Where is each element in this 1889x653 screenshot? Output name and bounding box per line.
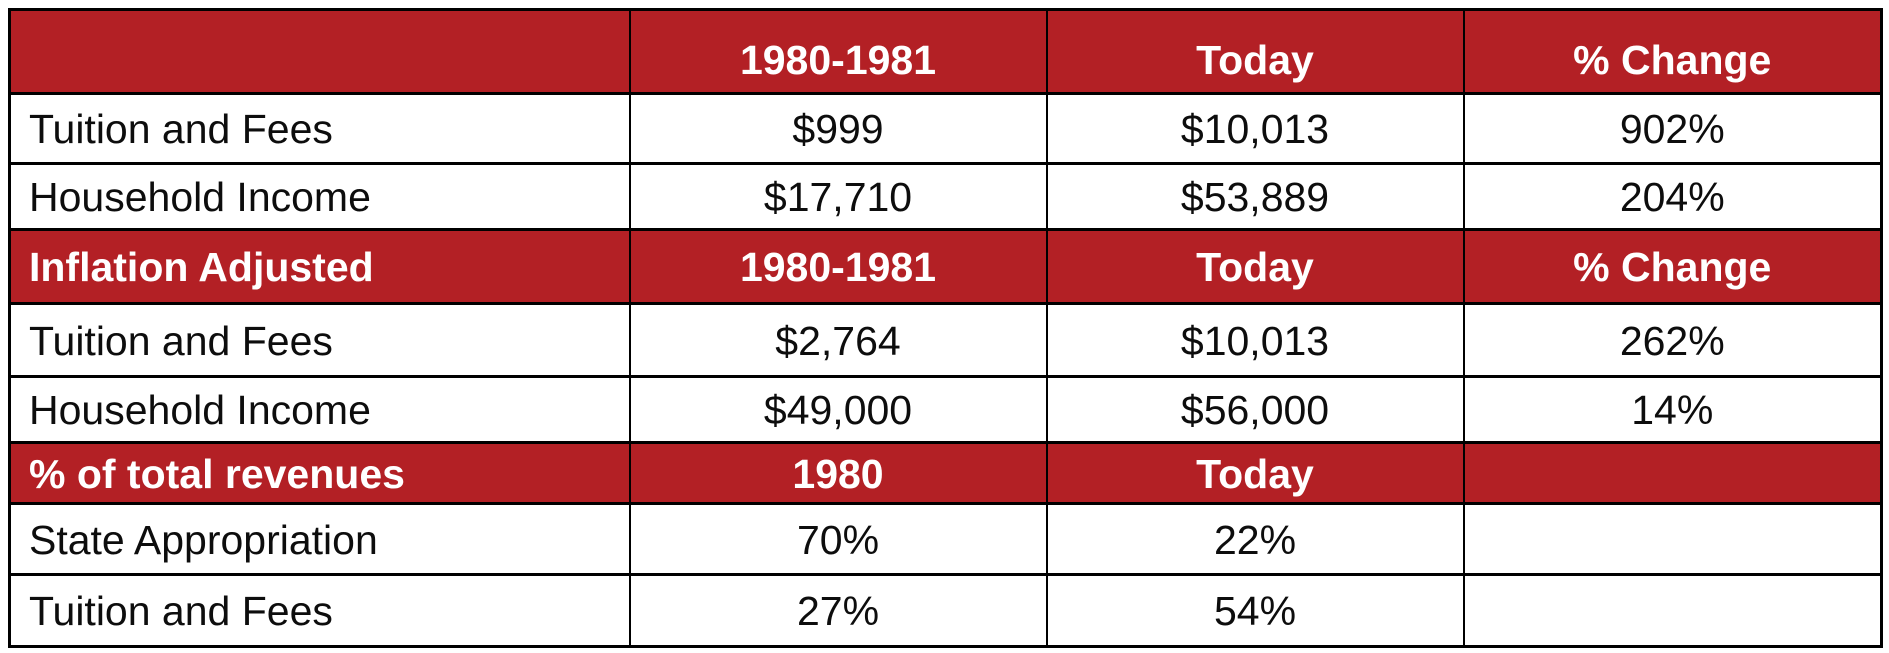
table-row: Tuition and Fees 27% 54%: [8, 573, 1883, 648]
table-row: Household Income $49,000 $56,000 14%: [8, 375, 1883, 444]
value-cell: 204%: [1462, 162, 1883, 231]
value-cell: $53,889: [1045, 162, 1465, 231]
comparison-table: 1980-1981 Today % Change Tuition and Fee…: [8, 8, 1883, 648]
tuition-income-table: 1980-1981 Today % Change Tuition and Fee…: [8, 8, 1883, 648]
table-row: 1980-1981 Today % Change: [8, 8, 1883, 95]
table-row: Tuition and Fees $999 $10,013 902%: [8, 92, 1883, 165]
value-cell: $999: [628, 92, 1048, 165]
value-cell: [1462, 573, 1883, 648]
column-header-cell: Today: [1045, 8, 1465, 95]
row-label-cell: Tuition and Fees: [8, 92, 631, 165]
value-cell: $49,000: [628, 375, 1048, 444]
column-header-cell: % Change: [1462, 8, 1883, 95]
table-row: % of total revenues 1980 Today: [8, 441, 1883, 505]
column-header-cell: 1980: [628, 441, 1048, 505]
value-cell: [1462, 502, 1883, 576]
value-cell: 262%: [1462, 302, 1883, 378]
table-row: Inflation Adjusted 1980-1981 Today % Cha…: [8, 228, 1883, 305]
column-header-cell: Today: [1045, 228, 1465, 305]
value-cell: 27%: [628, 573, 1048, 648]
value-cell: 14%: [1462, 375, 1883, 444]
column-header-cell: 1980-1981: [628, 228, 1048, 305]
value-cell: $17,710: [628, 162, 1048, 231]
row-label-cell: Household Income: [8, 375, 631, 444]
row-label-cell: Tuition and Fees: [8, 573, 631, 648]
value-cell: 54%: [1045, 573, 1465, 648]
table-row: Household Income $17,710 $53,889 204%: [8, 162, 1883, 231]
value-cell: 22%: [1045, 502, 1465, 576]
section-header-cell: % of total revenues: [8, 441, 631, 505]
column-header-cell: [1462, 441, 1883, 505]
row-label-cell: Tuition and Fees: [8, 302, 631, 378]
value-cell: $10,013: [1045, 302, 1465, 378]
section-header-cell: Inflation Adjusted: [8, 228, 631, 305]
row-label-cell: Household Income: [8, 162, 631, 231]
table-row: State Appropriation 70% 22%: [8, 502, 1883, 576]
value-cell: 902%: [1462, 92, 1883, 165]
column-header-cell: Today: [1045, 441, 1465, 505]
value-cell: 70%: [628, 502, 1048, 576]
value-cell: $10,013: [1045, 92, 1465, 165]
value-cell: $2,764: [628, 302, 1048, 378]
column-header-cell: 1980-1981: [628, 8, 1048, 95]
corner-header-cell: [8, 8, 631, 95]
table-row: Tuition and Fees $2,764 $10,013 262%: [8, 302, 1883, 378]
column-header-cell: % Change: [1462, 228, 1883, 305]
row-label-cell: State Appropriation: [8, 502, 631, 576]
value-cell: $56,000: [1045, 375, 1465, 444]
